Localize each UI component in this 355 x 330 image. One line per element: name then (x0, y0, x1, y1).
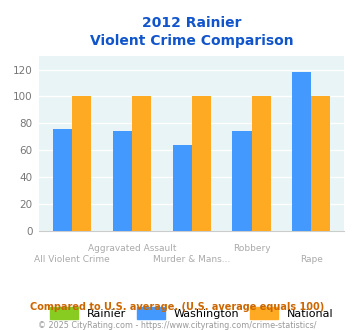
Bar (72, 96, 91, 231)
Bar (132, 96, 151, 231)
Bar (173, 145, 192, 231)
Bar (113, 131, 132, 231)
Text: Compared to U.S. average. (U.S. average equals 100): Compared to U.S. average. (U.S. average … (31, 302, 324, 312)
Bar (53, 129, 72, 231)
Bar (311, 96, 331, 231)
Text: Robbery: Robbery (233, 245, 270, 253)
Bar (192, 96, 211, 231)
Legend: Rainier, Washington, National: Rainier, Washington, National (45, 303, 338, 323)
Text: Murder & Mans...: Murder & Mans... (153, 255, 230, 264)
Bar (233, 131, 251, 231)
Text: Aggravated Assault: Aggravated Assault (88, 245, 176, 253)
Text: All Violent Crime: All Violent Crime (34, 255, 110, 264)
Bar (292, 72, 311, 231)
Text: © 2025 CityRating.com - https://www.cityrating.com/crime-statistics/: © 2025 CityRating.com - https://www.city… (38, 321, 317, 330)
Title: 2012 Rainier
Violent Crime Comparison: 2012 Rainier Violent Crime Comparison (90, 16, 294, 48)
Text: Rape: Rape (300, 255, 323, 264)
Bar (251, 96, 271, 231)
